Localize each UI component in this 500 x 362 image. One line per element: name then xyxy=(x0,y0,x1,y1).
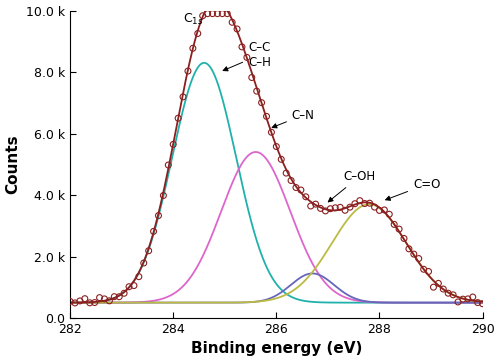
Point xyxy=(238,44,246,50)
Point xyxy=(282,170,290,176)
Point xyxy=(154,213,162,219)
Point xyxy=(478,301,486,307)
Point xyxy=(184,68,192,74)
Point xyxy=(464,296,472,302)
Point xyxy=(341,207,349,213)
Point xyxy=(370,204,378,210)
Point xyxy=(440,286,448,292)
Point xyxy=(390,222,398,227)
Y-axis label: Counts: Counts xyxy=(6,134,20,194)
Point xyxy=(66,299,74,304)
Point xyxy=(214,11,222,17)
Point xyxy=(444,290,452,296)
Point xyxy=(218,11,226,17)
Point xyxy=(130,283,138,289)
Point xyxy=(76,298,84,304)
Point xyxy=(208,11,216,17)
Point xyxy=(386,211,394,217)
Point xyxy=(316,206,324,211)
Point xyxy=(228,20,236,25)
Point xyxy=(90,300,98,306)
Point xyxy=(474,300,482,306)
Point xyxy=(332,205,340,211)
Point xyxy=(410,251,418,257)
Point xyxy=(405,246,413,252)
Point xyxy=(414,256,422,261)
Point xyxy=(459,296,467,302)
Point xyxy=(356,198,364,203)
Point xyxy=(169,142,177,147)
Point xyxy=(164,162,172,168)
Point xyxy=(86,300,94,306)
Point xyxy=(71,300,79,306)
Text: C–OH: C–OH xyxy=(328,170,376,202)
Point xyxy=(434,281,442,286)
Point xyxy=(135,274,143,279)
Point xyxy=(312,201,320,207)
Point xyxy=(287,178,295,184)
Point xyxy=(376,207,384,213)
Point xyxy=(454,299,462,305)
Point xyxy=(366,200,374,206)
Point xyxy=(140,260,148,266)
X-axis label: Binding energy (eV): Binding energy (eV) xyxy=(190,341,362,357)
Point xyxy=(449,292,457,298)
Point xyxy=(400,236,408,241)
Point xyxy=(96,295,104,300)
Point xyxy=(302,194,310,200)
Point xyxy=(233,26,241,32)
Point xyxy=(360,201,368,206)
Text: C–C
C–H: C–C C–H xyxy=(223,41,271,71)
Point xyxy=(322,208,330,214)
Text: C=O: C=O xyxy=(386,178,440,200)
Point xyxy=(174,115,182,121)
Point xyxy=(179,94,187,100)
Point xyxy=(380,207,388,213)
Point xyxy=(252,88,260,94)
Point xyxy=(223,11,231,17)
Point xyxy=(272,144,280,150)
Point xyxy=(198,13,206,19)
Point xyxy=(297,187,305,193)
Point xyxy=(150,228,158,234)
Point xyxy=(100,296,108,302)
Point xyxy=(395,226,403,232)
Point xyxy=(81,296,89,302)
Point xyxy=(125,284,133,290)
Point xyxy=(424,269,432,274)
Point xyxy=(351,201,359,207)
Point xyxy=(106,298,114,304)
Point xyxy=(326,206,334,212)
Point xyxy=(430,284,438,290)
Point xyxy=(346,204,354,210)
Point xyxy=(268,129,276,135)
Point xyxy=(292,185,300,190)
Text: C$_{1s}$: C$_{1s}$ xyxy=(184,12,204,28)
Point xyxy=(115,294,123,300)
Point xyxy=(262,113,270,119)
Point xyxy=(189,45,197,51)
Point xyxy=(243,55,251,60)
Point xyxy=(120,290,128,296)
Point xyxy=(248,75,256,80)
Point xyxy=(110,294,118,300)
Point xyxy=(468,294,476,300)
Point xyxy=(306,203,314,209)
Point xyxy=(277,156,285,162)
Point xyxy=(336,205,344,210)
Point xyxy=(258,100,266,106)
Point xyxy=(160,193,168,198)
Text: C–N: C–N xyxy=(272,109,314,128)
Point xyxy=(204,11,212,17)
Point xyxy=(144,248,152,254)
Point xyxy=(194,31,202,37)
Point xyxy=(420,266,428,272)
